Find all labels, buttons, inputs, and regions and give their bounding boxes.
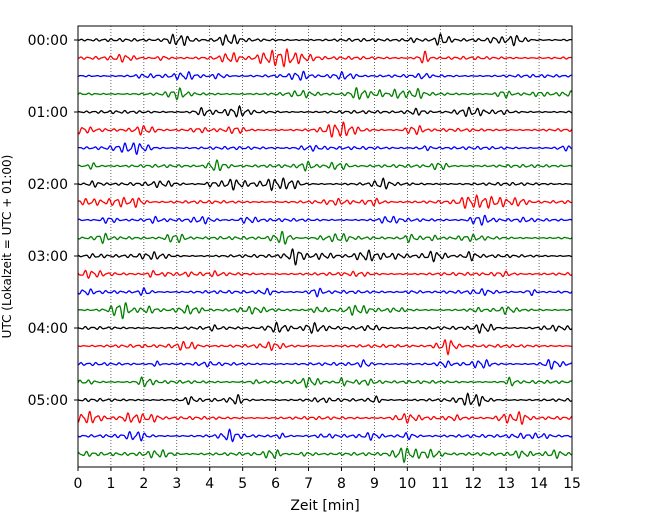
y-tick-label: 05:00 xyxy=(28,393,68,409)
x-tick-label: 0 xyxy=(74,476,83,492)
trace-line xyxy=(77,359,573,370)
x-tick-label: 14 xyxy=(530,476,548,492)
x-axis-label: Zeit [min] xyxy=(290,498,359,514)
x-tick-label: 9 xyxy=(370,476,379,492)
x-axis-ticks: 0 1 2 3 4 5 6 7 8 9 10 11 12 13 14 15 xyxy=(74,467,581,492)
trace-line xyxy=(77,142,573,156)
trace-line xyxy=(77,287,573,298)
trace-line xyxy=(77,338,573,356)
x-tick-label: 1 xyxy=(106,476,115,492)
x-tick-label: 12 xyxy=(464,476,482,492)
x-tick-label: 13 xyxy=(497,476,515,492)
x-tick-label: 15 xyxy=(563,476,581,492)
x-tick-label: 10 xyxy=(398,476,416,492)
trace-line xyxy=(77,248,573,266)
y-tick-label: 02:00 xyxy=(28,177,68,193)
x-tick-label: 6 xyxy=(271,476,280,492)
trace-line xyxy=(77,177,573,192)
y-tick-label: 00:00 xyxy=(28,33,68,49)
x-tick-label: 7 xyxy=(304,476,313,492)
trace-line xyxy=(77,410,573,426)
trace-line xyxy=(77,33,573,47)
trace-line xyxy=(77,47,573,68)
trace-line xyxy=(77,302,573,320)
trace-line xyxy=(77,230,573,245)
trace-line xyxy=(77,447,573,464)
trace-line xyxy=(77,194,573,209)
trace-line xyxy=(77,70,573,81)
trace-line xyxy=(77,392,573,407)
y-tick-label: 03:00 xyxy=(28,249,68,265)
trace-line xyxy=(77,104,573,118)
trace-line xyxy=(77,269,573,280)
trace-line xyxy=(77,159,573,172)
trace-series xyxy=(77,33,573,464)
y-tick-label: 01:00 xyxy=(28,105,68,121)
x-tick-label: 2 xyxy=(139,476,148,492)
y-axis-label: UTC (Lokalzeit = UTC + 01:00) xyxy=(0,155,14,339)
x-tick-label: 5 xyxy=(238,476,247,492)
x-tick-label: 8 xyxy=(337,476,346,492)
x-tick-label: 3 xyxy=(172,476,181,492)
x-tick-label: 11 xyxy=(431,476,449,492)
y-tick-label: 04:00 xyxy=(28,321,68,337)
y-axis-ticks: 00:00 01:00 02:00 03:00 04:00 05:00 xyxy=(28,33,78,409)
trace-line xyxy=(77,214,573,226)
trace-line xyxy=(77,87,573,101)
trace-line xyxy=(77,121,573,138)
trace-line xyxy=(77,321,573,335)
trace-line xyxy=(77,376,573,389)
trace-line xyxy=(77,428,573,443)
plot-frame xyxy=(77,25,573,468)
x-tick-label: 4 xyxy=(205,476,214,492)
